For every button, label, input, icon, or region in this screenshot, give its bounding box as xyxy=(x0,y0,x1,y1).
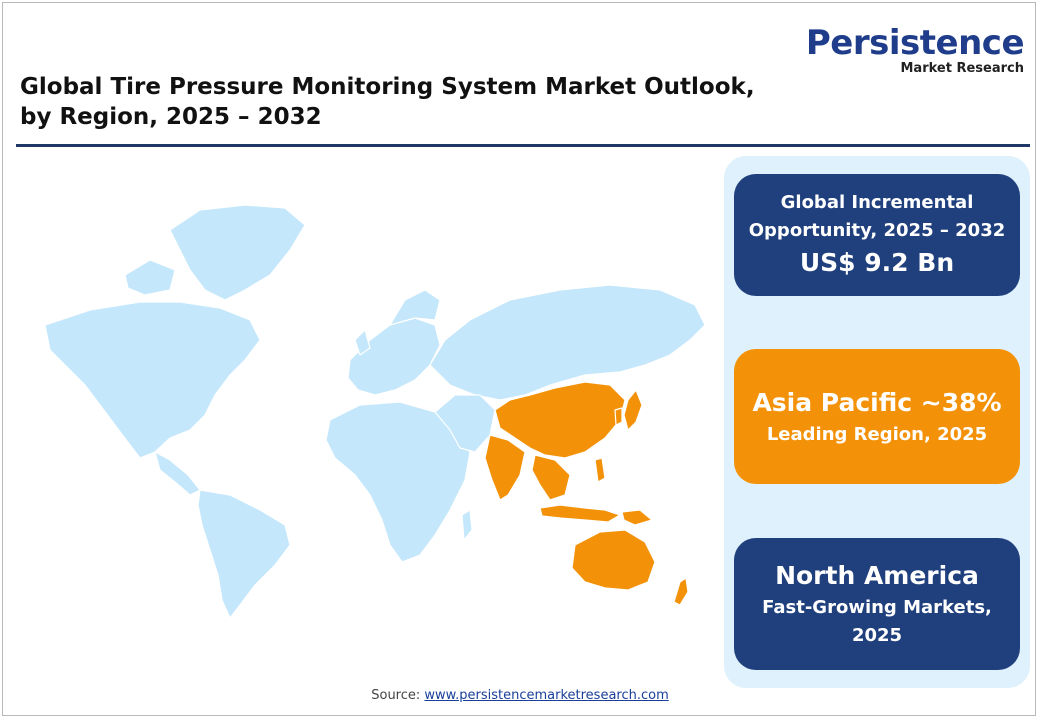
asia-pacific-new-guinea-region xyxy=(621,509,653,526)
card-1-line-1: Global Incremental xyxy=(780,192,974,213)
greenland-region xyxy=(169,204,306,301)
world-map xyxy=(44,204,706,619)
europe-region xyxy=(347,317,441,396)
fast-growing-market-card: North America Fast-Growing Markets, 2025 xyxy=(734,538,1020,670)
source-note: Source: www.persistencemarketresearch.co… xyxy=(0,688,1040,703)
card-3-sub-1: Fast-Growing Markets, xyxy=(762,597,992,618)
madagascar-region xyxy=(461,509,473,541)
asia-pacific-new-zealand-region xyxy=(673,577,689,606)
logo-wordmark: Persistence xyxy=(805,23,1025,63)
north-america-region xyxy=(44,301,261,459)
card-1-value: US$ 9.2 Bn xyxy=(799,248,955,277)
asia-pacific-korea-region xyxy=(614,407,623,426)
central-america-region xyxy=(154,451,201,496)
asia-pacific-indonesia-region xyxy=(539,504,621,523)
card-2-sub: Leading Region, 2025 xyxy=(766,423,988,445)
card-1-line-2: Opportunity, 2025 – 2032 xyxy=(748,220,1006,241)
incremental-opportunity-card: Global Incremental Opportunity, 2025 – 2… xyxy=(734,174,1020,296)
asia-pacific-japan-region xyxy=(623,389,643,431)
page-title: Global Tire Pressure Monitoring System M… xyxy=(20,74,755,130)
uk-region xyxy=(354,329,371,356)
arctic-islands-region xyxy=(124,259,176,296)
russia-region xyxy=(429,284,706,401)
leading-region-card: Asia Pacific ~38% Leading Region, 2025 xyxy=(734,349,1020,484)
logo-subtitle: Market Research xyxy=(900,61,1025,76)
source-link[interactable]: www.persistencemarketresearch.com xyxy=(424,688,669,703)
card-2-headline: Asia Pacific ~38% xyxy=(752,387,1002,417)
title-divider xyxy=(16,144,1030,147)
asia-pacific-philippines-region xyxy=(594,457,606,483)
asia-pacific-australia-region xyxy=(571,529,656,591)
card-3-headline: North America xyxy=(775,561,979,590)
asia-pacific-southeast-region xyxy=(531,454,571,501)
africa-region xyxy=(325,401,471,563)
source-label: Source: xyxy=(371,688,421,703)
asia-pacific-india-region xyxy=(484,434,526,501)
scandinavia-region xyxy=(389,289,441,326)
south-america-region xyxy=(197,489,291,619)
card-3-sub-2: 2025 xyxy=(851,625,903,646)
asia-pacific-china-region xyxy=(494,381,626,459)
persistence-logo: Persistence Market Research xyxy=(805,23,1025,76)
